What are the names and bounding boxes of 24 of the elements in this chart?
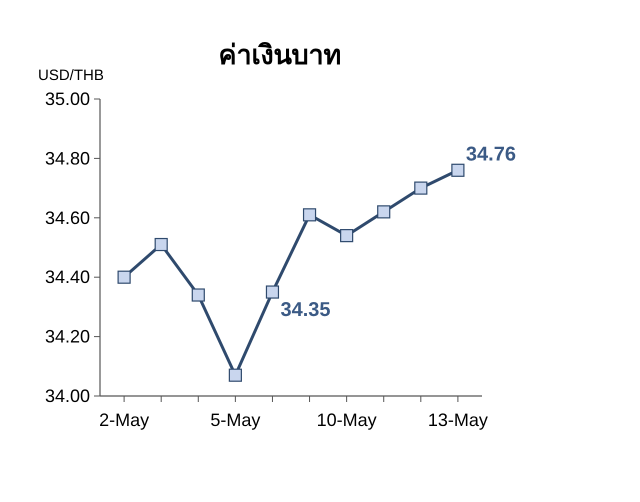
point: [414, 182, 428, 195]
point: [451, 164, 464, 177]
y-tick-label: 34.20: [44, 326, 90, 347]
point: [340, 229, 354, 242]
data-label: 34.76: [466, 143, 516, 166]
point: [192, 288, 205, 302]
point: [377, 205, 390, 218]
y-tick-label: 34.40: [44, 267, 90, 288]
point: [266, 285, 280, 299]
point: [118, 270, 131, 284]
y-tick-label: 35.00: [44, 89, 90, 109]
x-tick-label: 5-May: [210, 410, 260, 430]
data-label: 34.35: [280, 299, 331, 322]
y-axis-title: USD/THB: [38, 67, 104, 84]
chart-title: ค่าเงินบาท: [218, 40, 342, 70]
point: [302, 208, 316, 222]
point: [154, 238, 168, 252]
x-tick-label: 10-May: [316, 410, 377, 430]
y-tick-label: 34.00: [44, 386, 90, 406]
point: [228, 368, 242, 382]
x-tick-label: 2-May: [99, 410, 150, 430]
y-tick-label: 34.60: [44, 208, 90, 228]
y-tick-label: 34.80: [44, 148, 90, 168]
x-tick-label: 13-May: [428, 410, 488, 430]
